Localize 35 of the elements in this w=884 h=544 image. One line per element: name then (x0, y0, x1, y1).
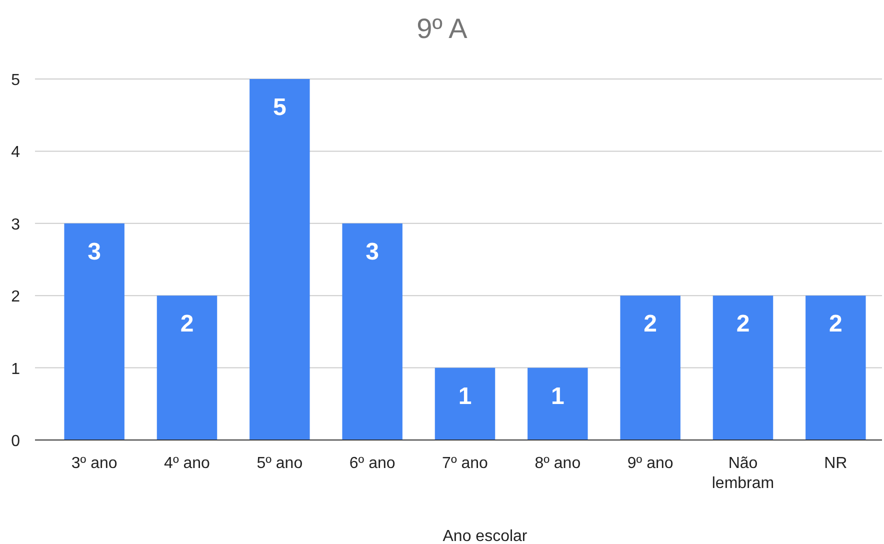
y-tick-label: 0 (11, 433, 20, 450)
data-label: 2 (828, 310, 842, 338)
x-tick-label: 4º ano (164, 455, 210, 472)
bar (64, 223, 124, 440)
bar (712, 296, 774, 440)
chart-title: 9º A (416, 13, 468, 44)
data-label: 2 (180, 310, 194, 338)
data-label: 3 (366, 238, 380, 266)
y-tick-label: 5 (11, 72, 20, 89)
x-tick-label: 3º ano (71, 455, 118, 472)
bar (528, 368, 588, 440)
data-label: 1 (550, 382, 564, 410)
bar (250, 79, 310, 440)
bar (156, 296, 218, 440)
y-tick-label: 3 (11, 216, 20, 234)
x-tick-label: NR (824, 455, 848, 472)
x-tick-label: 7º ano (442, 455, 488, 472)
data-label: 1 (458, 382, 472, 410)
data-label: 3 (88, 238, 102, 266)
x-tick-label: 5º ano (256, 455, 303, 472)
y-tick-label: 1 (11, 360, 20, 378)
bar (620, 296, 680, 440)
data-label: 5 (272, 94, 286, 121)
bar (342, 223, 402, 440)
data-label: 2 (736, 310, 750, 338)
x-tick-label: Não lembram (712, 455, 774, 492)
x-tick-label: 6º ano (349, 455, 396, 472)
y-tick-label: 2 (11, 288, 20, 306)
x-axis-title: Ano escolar (442, 528, 528, 544)
bar (434, 368, 496, 440)
x-tick-label: 9º ano (627, 455, 674, 472)
data-label: 2 (644, 310, 658, 338)
bar (806, 296, 866, 440)
y-tick-label: 4 (11, 144, 20, 162)
x-tick-label: 8º ano (534, 455, 581, 472)
